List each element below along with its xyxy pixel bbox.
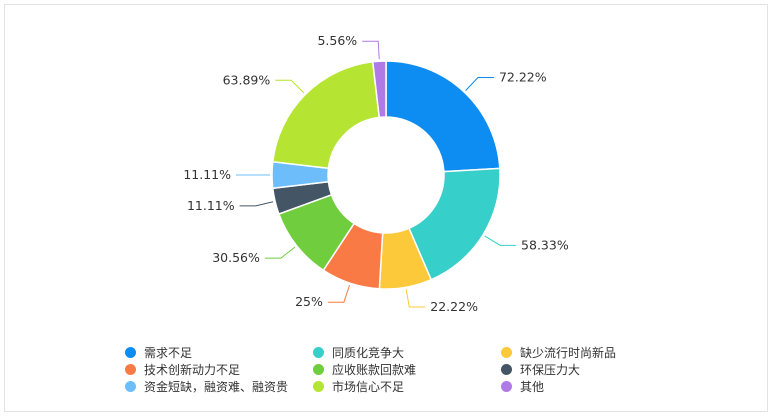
slice-label-8: 63.89%: [223, 72, 271, 87]
legend-label: 其他: [520, 379, 545, 394]
slice-1[interactable]: [385, 60, 501, 173]
leader-line-3: [405, 289, 426, 308]
slice-label-6: 11.11%: [187, 198, 235, 213]
slice-label-7: 11.11%: [183, 167, 231, 182]
legend-marker: [313, 363, 324, 375]
legend-marker: [125, 346, 136, 358]
legend-label: 需求不足: [144, 345, 193, 360]
legend-item-6[interactable]: 环保压力大: [501, 362, 689, 377]
leader-line-4: [327, 284, 351, 303]
legend-item-5[interactable]: 应收账款回款难: [313, 362, 501, 377]
leader-line-6: [239, 201, 274, 207]
legend-marker: [313, 380, 324, 392]
leader-line-9: [362, 40, 380, 60]
legend-item-7[interactable]: 资金短缺，融资难、融资贵: [125, 379, 313, 394]
chart-frame: 72.22% 58.33% 22.22% 25% 30.56% 11.11% 11.11% 6…: [4, 4, 768, 412]
legend-marker: [125, 380, 136, 392]
slice-label-3: 22.22%: [430, 299, 478, 314]
legend-label: 资金短缺，融资难、融资贵: [144, 379, 289, 394]
legend-item-1[interactable]: 需求不足: [125, 345, 313, 360]
legend-label: 技术创新动力不足: [144, 362, 241, 377]
legend-label: 市场信心不足: [332, 379, 405, 394]
legend-item-3[interactable]: 缺少流行时尚新品: [501, 345, 689, 360]
leader-lines: [236, 40, 517, 308]
legend-label: 环保压力大: [520, 362, 581, 377]
legend-label: 应收账款回款难: [332, 362, 417, 377]
legend-label: 同质化竞争大: [332, 345, 405, 360]
slice-label-5: 30.56%: [212, 250, 260, 265]
donut-chart: 72.22% 58.33% 22.22% 25% 30.56% 11.11% 11.11% 6…: [183, 33, 569, 314]
legend-item-8[interactable]: 市场信心不足: [313, 379, 501, 394]
legend-marker: [501, 346, 512, 358]
slice-label-1: 72.22%: [499, 70, 547, 85]
legend-marker: [501, 380, 512, 392]
leader-line-2: [484, 235, 517, 246]
legend-marker: [313, 346, 324, 358]
slice-9[interactable]: [371, 60, 387, 119]
legend-item-4[interactable]: 技术创新动力不足: [125, 362, 313, 377]
slice-label-4: 25%: [295, 294, 323, 309]
leader-line-5: [264, 246, 296, 259]
leader-line-1: [465, 77, 494, 91]
percentage-labels: 72.22% 58.33% 22.22% 25% 30.56% 11.11% 11.11% 6…: [183, 33, 569, 314]
legend-item-2[interactable]: 同质化竞争大: [313, 345, 501, 360]
slice-8[interactable]: [271, 60, 381, 170]
donut-slices: [271, 60, 501, 290]
legend: 需求不足 同质化竞争大 缺少流行时尚新品技术创新动力不足 应收账款回款难 环保压力大资金…: [125, 345, 745, 394]
slice-label-9: 5.56%: [317, 33, 357, 48]
leader-line-8: [275, 79, 305, 94]
slice-label-2: 58.33%: [521, 237, 569, 252]
legend-marker: [125, 363, 136, 375]
legend-label: 缺少流行时尚新品: [520, 345, 617, 360]
legend-marker: [501, 363, 512, 375]
legend-item-9[interactable]: 其他: [501, 379, 689, 394]
